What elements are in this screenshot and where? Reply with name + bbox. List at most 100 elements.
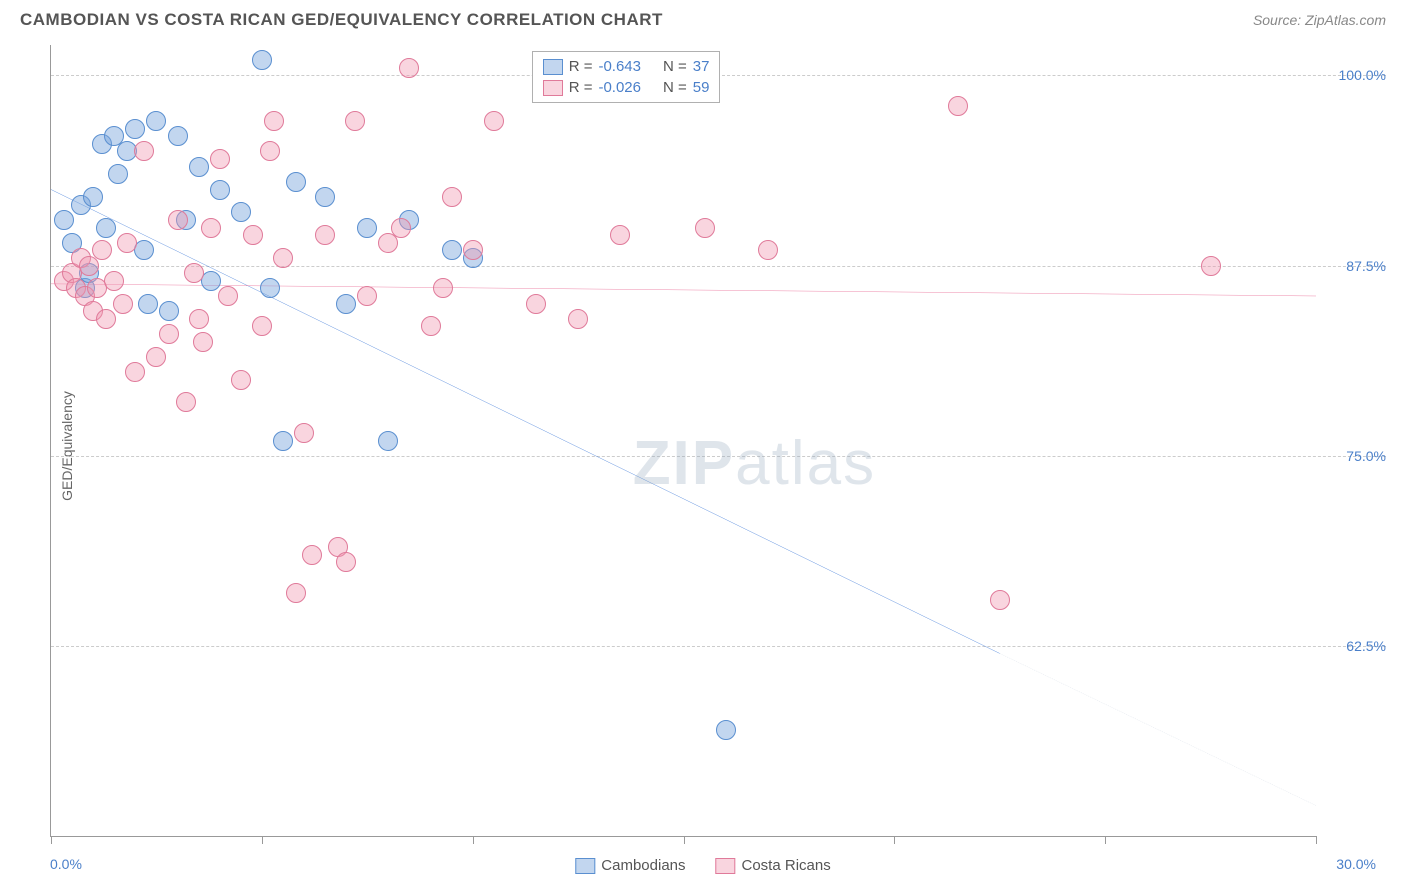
scatter-point xyxy=(463,240,483,260)
n-value: 37 xyxy=(693,58,710,75)
legend-item-costaricans: Costa Ricans xyxy=(716,857,831,874)
y-tick-label: 62.5% xyxy=(1326,638,1386,654)
source-attribution: Source: ZipAtlas.com xyxy=(1253,12,1386,28)
y-tick-label: 75.0% xyxy=(1326,448,1386,464)
scatter-point xyxy=(357,286,377,306)
x-tick xyxy=(1105,836,1106,844)
scatter-point xyxy=(357,218,377,238)
scatter-point xyxy=(315,187,335,207)
scatter-point xyxy=(610,225,630,245)
n-label: N = xyxy=(663,58,687,75)
scatter-point xyxy=(286,583,306,603)
scatter-point xyxy=(315,225,335,245)
scatter-point xyxy=(252,50,272,70)
scatter-point xyxy=(990,590,1010,610)
chart-plot-area: 62.5%75.0%87.5%100.0%R =-0.643N =37R =-0… xyxy=(50,45,1316,837)
scatter-point xyxy=(138,294,158,314)
r-label: R = xyxy=(569,58,593,75)
scatter-point xyxy=(526,294,546,314)
legend-label-cambodians: Cambodians xyxy=(601,857,685,874)
scatter-point xyxy=(260,141,280,161)
scatter-point xyxy=(210,180,230,200)
scatter-point xyxy=(345,111,365,131)
x-tick xyxy=(262,836,263,844)
scatter-point xyxy=(218,286,238,306)
gridline-horizontal xyxy=(51,266,1386,267)
n-label: N = xyxy=(663,79,687,96)
scatter-point xyxy=(391,218,411,238)
scatter-point xyxy=(193,332,213,352)
r-value: -0.026 xyxy=(598,79,641,96)
scatter-point xyxy=(1201,256,1221,276)
scatter-point xyxy=(113,294,133,314)
stats-row: R =-0.643N =37 xyxy=(543,56,710,77)
scatter-point xyxy=(294,423,314,443)
scatter-point xyxy=(568,309,588,329)
chart-title: CAMBODIAN VS COSTA RICAN GED/EQUIVALENCY… xyxy=(20,10,663,30)
scatter-point xyxy=(96,218,116,238)
stats-swatch xyxy=(543,80,563,96)
stats-swatch xyxy=(543,59,563,75)
series-legend: Cambodians Costa Ricans xyxy=(575,857,830,874)
scatter-point xyxy=(252,316,272,336)
scatter-point xyxy=(231,370,251,390)
scatter-point xyxy=(302,545,322,565)
y-tick-label: 87.5% xyxy=(1326,258,1386,274)
scatter-point xyxy=(146,347,166,367)
scatter-point xyxy=(125,362,145,382)
legend-swatch-blue xyxy=(575,858,595,874)
scatter-point xyxy=(189,157,209,177)
scatter-point xyxy=(336,294,356,314)
scatter-point xyxy=(189,309,209,329)
scatter-point xyxy=(948,96,968,116)
scatter-point xyxy=(442,240,462,260)
scatter-point xyxy=(243,225,263,245)
scatter-point xyxy=(83,187,103,207)
scatter-point xyxy=(96,309,116,329)
scatter-point xyxy=(125,119,145,139)
r-label: R = xyxy=(569,79,593,96)
scatter-point xyxy=(159,301,179,321)
scatter-point xyxy=(184,263,204,283)
trend-line-extrapolation xyxy=(1000,653,1316,805)
scatter-point xyxy=(433,278,453,298)
trend-line xyxy=(51,284,1316,296)
scatter-point xyxy=(159,324,179,344)
x-tick xyxy=(684,836,685,844)
scatter-point xyxy=(231,202,251,222)
scatter-point xyxy=(260,278,280,298)
scatter-point xyxy=(286,172,306,192)
scatter-point xyxy=(695,218,715,238)
scatter-point xyxy=(54,210,74,230)
scatter-point xyxy=(146,111,166,131)
scatter-point xyxy=(108,164,128,184)
correlation-stats-box: R =-0.643N =37R =-0.026N =59 xyxy=(532,51,721,103)
x-axis-min-label: 0.0% xyxy=(50,856,82,872)
trend-line xyxy=(51,190,1000,654)
x-tick xyxy=(51,836,52,844)
scatter-point xyxy=(117,233,137,253)
scatter-point xyxy=(92,240,112,260)
x-tick xyxy=(1316,836,1317,844)
scatter-point xyxy=(273,431,293,451)
scatter-point xyxy=(210,149,230,169)
scatter-point xyxy=(378,431,398,451)
scatter-point xyxy=(421,316,441,336)
scatter-point xyxy=(104,271,124,291)
scatter-point xyxy=(176,392,196,412)
x-axis-max-label: 30.0% xyxy=(1336,856,1376,872)
scatter-point xyxy=(168,126,188,146)
scatter-point xyxy=(201,218,221,238)
x-tick xyxy=(894,836,895,844)
scatter-point xyxy=(716,720,736,740)
scatter-point xyxy=(264,111,284,131)
scatter-point xyxy=(273,248,293,268)
scatter-point xyxy=(134,141,154,161)
y-tick-label: 100.0% xyxy=(1326,67,1386,83)
scatter-point xyxy=(442,187,462,207)
legend-item-cambodians: Cambodians xyxy=(575,857,685,874)
x-tick xyxy=(473,836,474,844)
legend-swatch-pink xyxy=(716,858,736,874)
scatter-point xyxy=(336,552,356,572)
gridline-horizontal xyxy=(51,646,1386,647)
